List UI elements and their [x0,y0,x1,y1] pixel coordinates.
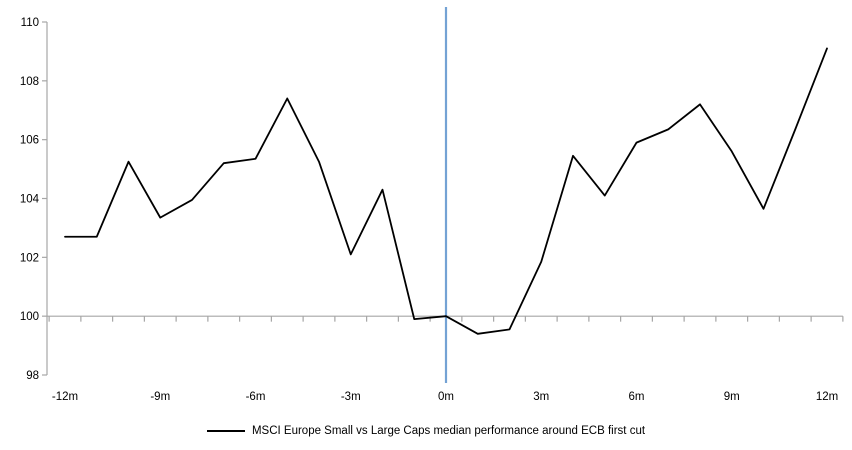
x-tick-label: 3m [533,391,549,403]
legend-label: MSCI Europe Small vs Large Caps median p… [251,425,646,437]
chart-legend: MSCI Europe Small vs Large Caps median p… [0,414,852,448]
x-tick-label: 9m [724,391,740,403]
y-tick-label: 106 [20,135,39,147]
x-tick-label: 0m [438,391,454,403]
x-tick-label: -6m [246,391,266,403]
y-tick-label: 100 [20,311,39,323]
x-tick-label: 12m [816,391,838,403]
x-tick-label: -12m [52,391,78,403]
y-tick-label: 108 [20,76,39,88]
y-tick-label: 104 [20,194,40,206]
y-axis: 98 100 102 104 106 108 110 [20,17,48,382]
chart-canvas: 98 100 102 104 106 108 110 -12m -9m -6m -3m 0m 3m 6m 9… [20,7,844,403]
x-tick-label: -3m [341,391,361,403]
x-tick-label: -9m [150,391,170,403]
series-line [64,47,828,335]
y-tick-label: 110 [21,17,39,29]
y-tick-label: 102 [20,252,39,264]
x-tick-label: 6m [629,391,645,403]
legend-line-swatch [206,430,245,432]
y-tick-label: 98 [26,370,39,382]
